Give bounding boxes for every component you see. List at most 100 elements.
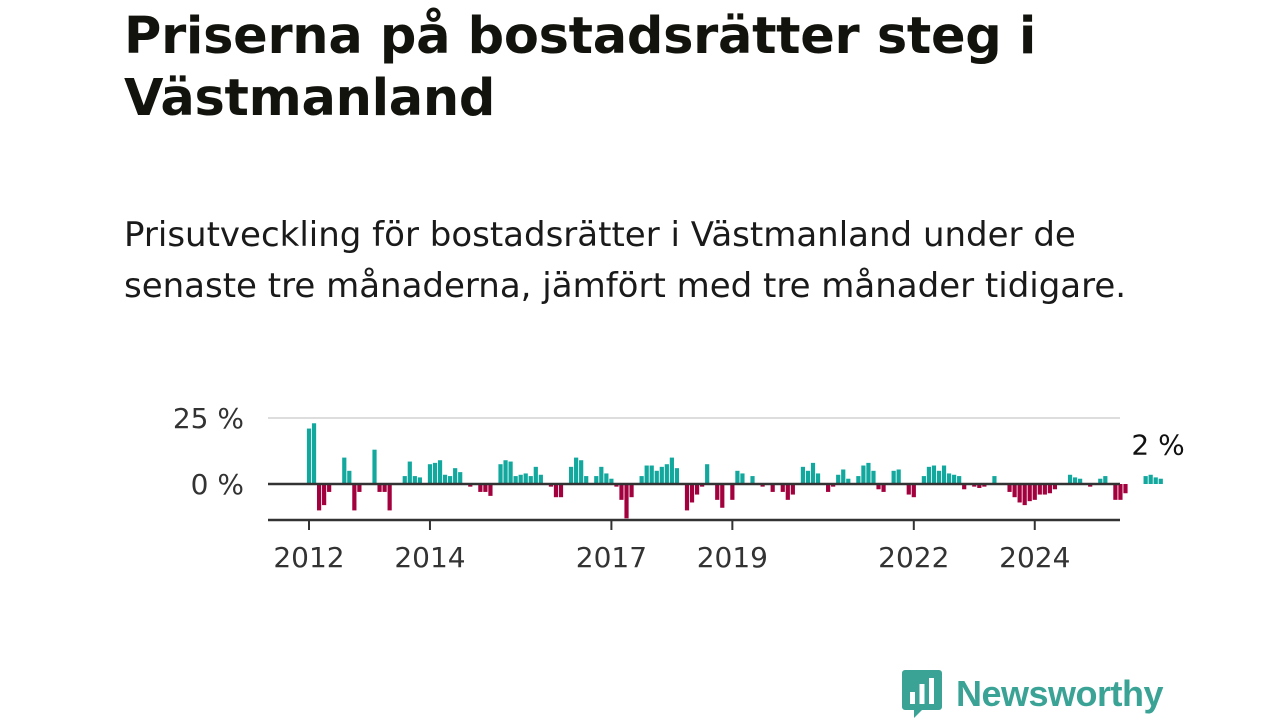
- bar: [861, 465, 866, 484]
- bar: [906, 484, 911, 495]
- bar: [977, 484, 982, 488]
- bar: [941, 465, 947, 484]
- bar: [936, 470, 942, 484]
- bar: [946, 473, 952, 484]
- bar: [584, 476, 589, 484]
- bar: [609, 478, 614, 484]
- bar: [674, 468, 680, 484]
- bar: [730, 484, 735, 500]
- bar: [876, 484, 881, 490]
- bar: [639, 476, 644, 484]
- bar: [342, 457, 347, 484]
- bar: [387, 484, 392, 511]
- bar: [327, 484, 332, 492]
- bar: [659, 466, 664, 484]
- bar: [407, 461, 412, 484]
- x-tick-label: 2012: [273, 541, 344, 574]
- bar: [377, 484, 382, 492]
- x-tick-label: 2014: [394, 541, 465, 574]
- bar: [1153, 477, 1158, 484]
- bar: [432, 462, 438, 484]
- bar: [750, 476, 755, 484]
- bar: [1098, 478, 1103, 484]
- bar: [347, 470, 352, 484]
- bar: [689, 484, 695, 503]
- bar: [735, 470, 740, 484]
- bar: [992, 476, 997, 484]
- bars-layer: [306, 423, 1163, 519]
- bar: [931, 465, 937, 484]
- bar: [826, 484, 831, 492]
- bar: [599, 466, 604, 484]
- bar: [306, 428, 312, 484]
- bar: [1078, 478, 1083, 484]
- bar: [1007, 484, 1012, 492]
- bar: [1012, 484, 1017, 498]
- bar: [896, 469, 901, 484]
- bar: [513, 476, 518, 484]
- bar: [654, 470, 659, 484]
- bar: [1148, 474, 1153, 484]
- bar: [891, 470, 896, 484]
- bar: [488, 484, 493, 496]
- bar: [760, 484, 765, 487]
- bar: [352, 484, 357, 511]
- bar: [740, 473, 745, 484]
- bar: [503, 460, 508, 484]
- axis-layer: 25 % 0 % 2012 2014 2017 2019 2022 2024 2 %: [173, 402, 1185, 574]
- bar: [715, 484, 720, 500]
- bar: [316, 484, 322, 511]
- bar: [810, 462, 816, 484]
- y-tick-label: 0 %: [191, 468, 244, 501]
- bar: [553, 484, 559, 498]
- bar: [568, 466, 574, 484]
- bar: [412, 476, 417, 484]
- bar: [962, 484, 967, 490]
- bar: [705, 464, 710, 484]
- bar: [558, 484, 564, 498]
- bar: [523, 473, 528, 484]
- bar: [1123, 484, 1128, 494]
- bar: [629, 484, 634, 498]
- bar: [448, 476, 453, 484]
- bar: [780, 484, 785, 492]
- newsworthy-logo: Newsworthy: [902, 670, 1164, 718]
- bar: [841, 469, 846, 484]
- bar: [790, 484, 795, 495]
- bar: [831, 484, 836, 487]
- y-tick-label: 25 %: [173, 402, 244, 435]
- bar: [972, 484, 977, 487]
- bar: [619, 484, 624, 500]
- bar: [694, 484, 700, 495]
- bar: [427, 464, 433, 484]
- bar: [442, 474, 448, 484]
- bar: [1067, 474, 1073, 484]
- bar: [594, 476, 599, 484]
- chart-title: Priserna på bostadsrätter steg i Västman…: [124, 7, 1037, 128]
- bar: [805, 470, 811, 484]
- bar: [684, 484, 690, 511]
- bar: [815, 473, 821, 484]
- bar: [881, 484, 886, 492]
- x-tick-label: 2022: [878, 541, 949, 574]
- bar: [533, 466, 538, 484]
- bar: [871, 470, 876, 484]
- bar: [458, 472, 463, 484]
- bar: [1143, 476, 1148, 484]
- bar: [614, 484, 619, 487]
- bar: [604, 473, 609, 484]
- bar: [921, 476, 926, 484]
- bar: [574, 457, 579, 484]
- bar: [1027, 484, 1032, 502]
- bar: [1037, 484, 1042, 495]
- bar: [311, 423, 317, 484]
- bar: [548, 484, 554, 487]
- bar: [437, 460, 443, 484]
- bar-chart: 25 % 0 % 2012 2014 2017 2019 2022 2024 2 %: [173, 402, 1185, 574]
- bar: [1052, 484, 1058, 490]
- bar: [644, 465, 649, 484]
- bar: [649, 465, 654, 484]
- bar: [417, 477, 422, 484]
- bar: [483, 484, 488, 492]
- bar: [866, 462, 871, 484]
